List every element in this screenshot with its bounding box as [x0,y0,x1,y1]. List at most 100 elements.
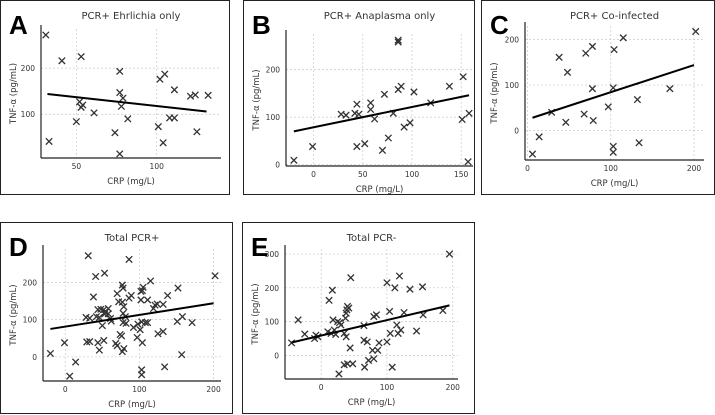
y-axis-label: TNF-α (pg/mL) [251,283,261,345]
data-point [141,318,150,327]
data-point [378,146,387,154]
x-tick-label: 100 [380,383,395,392]
x-tick-label: 0 [525,164,530,173]
data-point [588,42,597,51]
panel-b: 0 50 100 150 0 100 200 PCR+ Anaplasma only B CRP … [243,0,475,195]
x-tick-label: 50 [72,162,82,171]
data-point [94,305,102,314]
x-tick-label: 100 [604,164,619,173]
regression-line [291,304,450,344]
data-point [138,339,147,347]
data-point [118,298,127,306]
data-point [582,49,590,57]
chart-title: PCR+ Co-infected [570,11,659,22]
data-point [609,148,617,156]
data-point [153,300,161,308]
data-point [563,68,572,76]
panel-letter: A [9,10,28,40]
data-point [445,82,454,90]
data-point [397,326,405,334]
data-point [100,336,108,345]
data-point [66,372,74,380]
data-point [42,31,50,39]
y-tick-label: 200 [23,278,38,287]
y-axis-label: TNF-α (pg/mL) [490,62,500,124]
x-tick-label: 100 [150,162,165,171]
data-point [458,115,466,124]
data-point [178,313,187,321]
y-axis-label: TNF-α (pg/mL) [9,284,19,346]
data-point [355,110,363,118]
chart-panel-d: 0 100 200 0 100 200 Total PCR+ D CRP (mg/L) TNF-α… [9,232,221,410]
data-point [464,158,472,166]
x-tick-label: 100 [405,170,420,179]
data-point [386,329,394,338]
data-point [383,279,391,287]
data-point [380,90,389,98]
data-point [366,99,375,107]
x-axis-label: CRP (mg/L) [356,185,404,195]
y-tick-label: 200 [265,284,280,293]
data-point [95,346,104,354]
y-tick-label: 0 [514,126,519,135]
data-point [60,339,69,347]
data-point [98,321,106,330]
data-point [120,344,128,353]
x-tick-label: 0 [311,170,316,179]
data-point [191,91,199,99]
x-tick-label: 150 [454,170,469,179]
x-tick-label: 0 [319,383,324,392]
data-point [343,360,352,368]
data-point [370,355,378,363]
panel-letter: E [251,232,268,262]
data-point [127,291,135,300]
data-point [122,319,130,328]
data-point [328,286,337,294]
x-tick-label: 100 [132,385,147,394]
data-point [290,156,298,164]
data-point [588,85,597,93]
y-tick-label: 100 [23,316,38,325]
data-point [465,109,473,117]
y-tick-label: 100 [21,110,36,119]
data-point [325,296,333,304]
data-point [345,304,353,312]
data-point [633,95,642,104]
x-tick-label: 50 [358,170,368,179]
data-point [94,339,102,347]
data-point [119,284,127,292]
data-point [154,330,162,338]
y-tick-label: 200 [21,64,36,73]
data-point [294,316,302,324]
data-point [204,91,212,100]
data-point [137,371,146,379]
data-point [394,36,402,44]
y-axis-label: TNF-α (pg/mL) [252,69,262,131]
y-tick-label: 200 [266,66,281,75]
data-point [370,115,379,123]
chart-panel-b: 0 50 100 150 0 100 200 PCR+ Anaplasma only B CRP … [252,10,473,195]
data-point [562,118,570,126]
data-point [368,346,377,354]
data-point [86,314,94,322]
data-point [97,305,105,313]
data-point [395,272,404,280]
chart-title: PCR+ Anaplasma only [324,11,436,22]
data-point [146,277,155,285]
y-tick-label: 0 [32,353,37,362]
x-axis-label: CRP (mg/L) [108,400,156,410]
data-point [692,27,700,36]
data-point [347,274,355,282]
data-point [580,110,588,118]
data-point [71,358,80,366]
data-point [353,100,361,108]
data-point [353,142,361,151]
x-axis-label: CRP (mg/L) [107,177,155,187]
x-tick-label: 200 [206,385,221,394]
data-point [113,289,121,298]
data-point [406,119,414,127]
data-point [174,284,182,292]
data-point [124,115,132,123]
data-point [104,304,112,313]
data-point [609,142,617,151]
